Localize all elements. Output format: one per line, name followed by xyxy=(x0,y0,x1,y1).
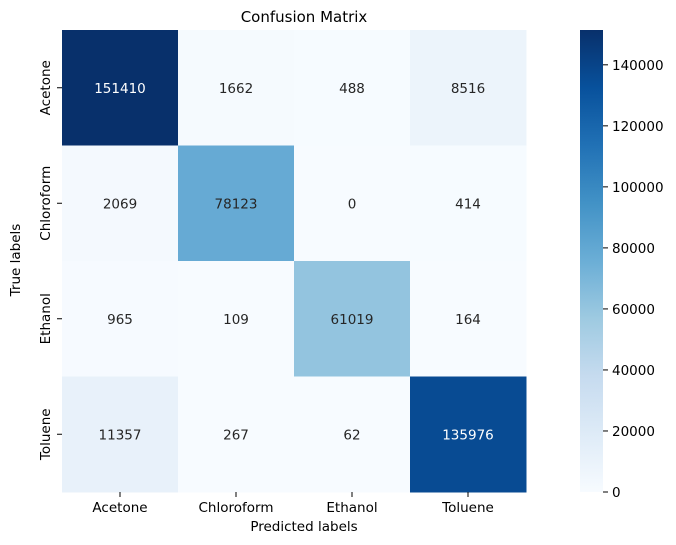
x-tick-label: Acetone xyxy=(92,500,147,516)
heatmap-cell xyxy=(410,145,527,262)
cell-value-label: 965 xyxy=(107,312,133,328)
cell-value-label: 164 xyxy=(455,312,481,328)
cell-value-label: 151410 xyxy=(94,81,146,97)
cell-value-label: 11357 xyxy=(99,427,142,443)
heatmap-cell xyxy=(410,261,527,377)
cell-value-label: 414 xyxy=(455,196,481,212)
colorbar-tick-label: 40000 xyxy=(612,363,655,379)
cell-value-label: 78123 xyxy=(215,196,258,212)
heatmap-cell xyxy=(294,376,411,493)
cell-value-label: 135976 xyxy=(442,427,494,443)
heatmap-cell xyxy=(294,261,411,377)
cell-value-label: 0 xyxy=(348,196,357,212)
colorbar-tick-label: 20000 xyxy=(612,424,655,440)
heatmap-cell xyxy=(294,30,411,146)
cell-value-label: 267 xyxy=(223,427,249,443)
colorbar-tick-label: 140000 xyxy=(612,58,664,74)
cell-value-label: 62 xyxy=(343,427,360,443)
x-axis-ticks: Acetone Chloroform Ethanol Toluene xyxy=(92,492,494,516)
x-tick-label: Chloroform xyxy=(199,500,274,516)
heatmap-cells: 151410 1662 488 8516 2069 78123 0 414 965 109 6101… xyxy=(62,30,527,493)
colorbar-tick-label: 100000 xyxy=(612,180,664,196)
colorbar-tick-label: 60000 xyxy=(612,302,655,318)
heatmap-cell xyxy=(62,376,179,493)
cell-value-label: 61019 xyxy=(331,312,374,328)
heatmap-cell xyxy=(178,376,295,493)
heatmap-cell xyxy=(178,30,295,146)
chart-title: Confusion Matrix xyxy=(240,8,368,26)
heatmap-cell xyxy=(178,261,295,377)
colorbar-tick-label: 120000 xyxy=(612,119,664,135)
heatmap-cell xyxy=(410,376,527,493)
heatmap-cell xyxy=(178,145,295,262)
x-tick-label: Toluene xyxy=(441,500,494,516)
colorbar-tick-label: 80000 xyxy=(612,241,655,257)
x-axis-label: Predicted labels xyxy=(250,519,358,535)
heatmap-cell xyxy=(294,145,411,262)
y-axis-ticks: Acetone Chloroform Ethanol Toluene xyxy=(38,60,62,461)
heatmap-cell xyxy=(62,30,179,146)
heatmap-cell xyxy=(410,30,527,146)
colorbar xyxy=(580,30,603,492)
cell-value-label: 2069 xyxy=(103,196,137,212)
cell-value-label: 1662 xyxy=(219,81,253,97)
y-tick-label: Acetone xyxy=(38,60,54,115)
heatmap-cell xyxy=(62,261,179,377)
y-tick-label: Chloroform xyxy=(38,166,54,241)
cell-value-label: 488 xyxy=(339,81,365,97)
cell-value-label: 109 xyxy=(223,312,249,328)
colorbar-ticks: 0 20000 40000 60000 80000 100000 120000 140000 xyxy=(603,58,664,501)
cell-value-label: 8516 xyxy=(451,81,485,97)
y-tick-label: Toluene xyxy=(38,408,54,461)
colorbar-tick-label: 0 xyxy=(612,485,621,501)
heatmap-cell xyxy=(62,145,179,262)
y-tick-label: Ethanol xyxy=(38,293,54,344)
y-axis-label: True labels xyxy=(8,223,24,297)
x-tick-label: Ethanol xyxy=(326,500,377,516)
